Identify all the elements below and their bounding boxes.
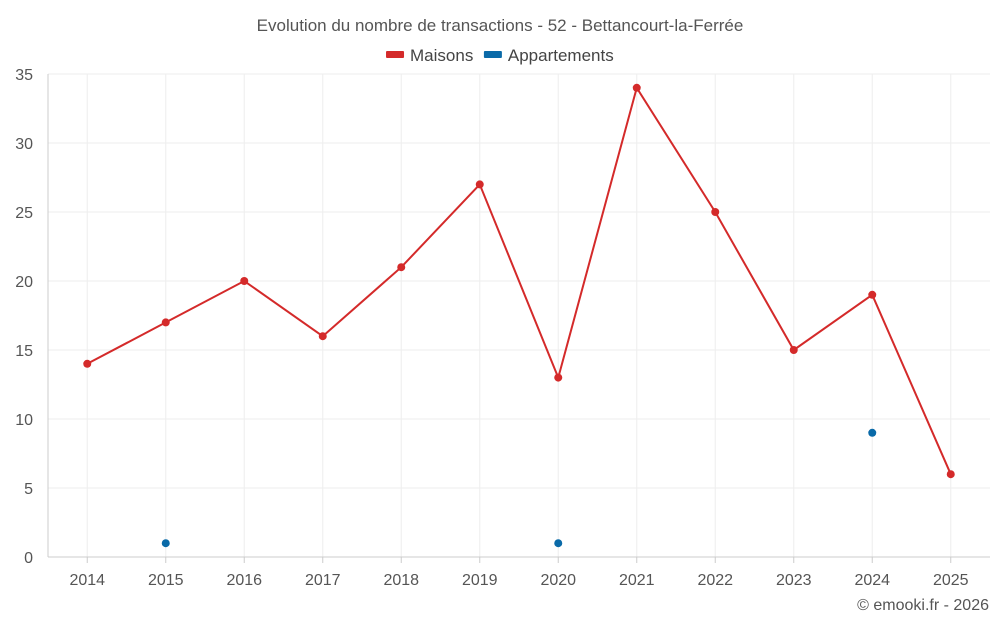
chart-title: Evolution du nombre de transactions - 52… [257, 16, 744, 35]
y-tick-label: 10 [15, 412, 33, 429]
data-point-maisons [789, 346, 798, 354]
data-point-maisons [83, 359, 92, 368]
legend-label-appartements: Appartements [508, 46, 614, 65]
data-point-appartements [554, 539, 563, 548]
y-tick-label: 20 [15, 274, 33, 291]
series-line-maisons [86, 85, 952, 475]
y-tick-label: 0 [24, 550, 33, 567]
legend-label-maisons: Maisons [410, 46, 473, 65]
x-tick-label: 2025 [933, 572, 969, 589]
y-tick-label: 30 [15, 136, 33, 153]
series-layer [83, 83, 955, 548]
x-tick-label: 2015 [148, 572, 184, 589]
legend-swatch-maisons [386, 51, 405, 58]
legend-swatch-appartements [483, 51, 502, 58]
x-tick-label: 2017 [305, 572, 341, 589]
data-point-maisons [161, 318, 170, 327]
legend: Maisons Appartements [386, 46, 614, 65]
data-point-maisons [240, 277, 249, 285]
x-tick-label: 2023 [776, 572, 812, 589]
data-point-maisons [946, 470, 955, 479]
x-tick-label: 2021 [619, 572, 655, 589]
data-point-appartements [868, 428, 877, 437]
data-point-maisons [318, 332, 327, 341]
data-point-appartements [161, 539, 170, 548]
x-tick-label: 2014 [69, 572, 105, 589]
credit-text: © emooki.fr - 2026 [857, 597, 989, 614]
x-tick-label: 2022 [697, 572, 733, 589]
data-point-maisons [868, 290, 877, 299]
x-tick-label: 2016 [226, 572, 262, 589]
data-point-maisons [475, 180, 484, 189]
x-tick-label: 2018 [383, 572, 419, 589]
data-point-maisons [397, 263, 406, 272]
y-tick-label: 35 [15, 67, 33, 84]
y-tick-label: 25 [15, 205, 33, 222]
x-tick-label: 2019 [462, 572, 498, 589]
data-point-maisons [632, 83, 641, 92]
x-tick-label: 2020 [540, 572, 576, 589]
grid [48, 73, 990, 558]
y-tick-label: 15 [15, 343, 33, 360]
data-point-maisons [554, 373, 563, 382]
data-point-maisons [711, 208, 720, 216]
y-tick-label: 5 [24, 481, 33, 498]
x-tick-label: 2024 [854, 572, 890, 589]
